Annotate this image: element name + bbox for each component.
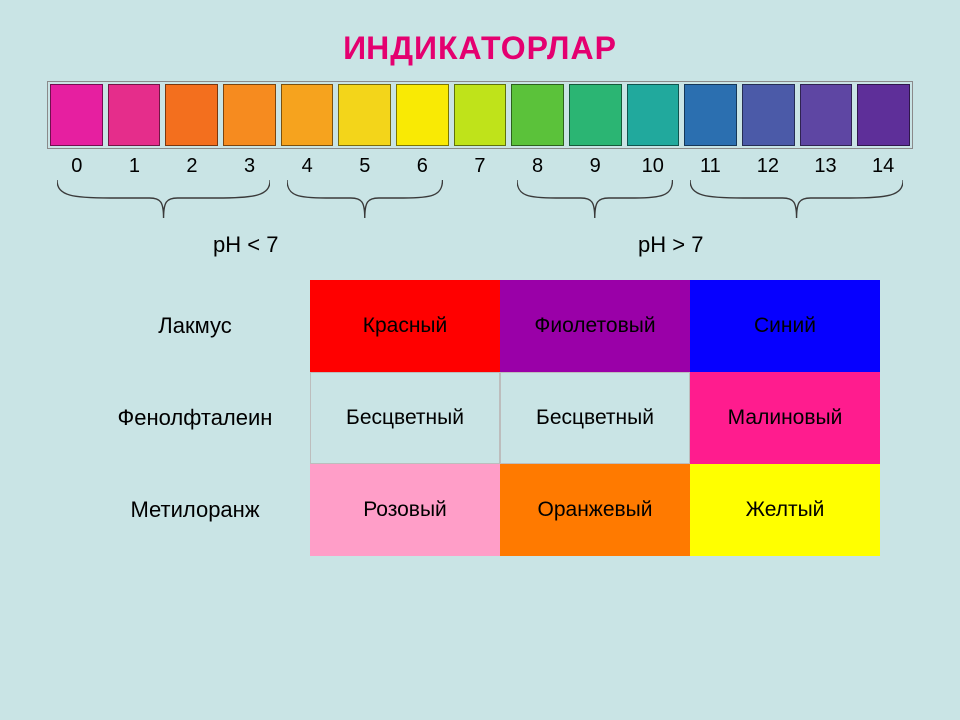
ph-number: 4 bbox=[278, 155, 336, 178]
indicator-cell: Фиолетовый bbox=[500, 280, 690, 372]
indicator-cell: Бесцветный bbox=[310, 372, 500, 464]
indicator-cell: Синий bbox=[690, 280, 880, 372]
ph-number: 2 bbox=[163, 155, 221, 178]
table-row: ФенолфталеинБесцветныйБесцветныйМалиновы… bbox=[80, 372, 880, 464]
ph-number: 9 bbox=[566, 155, 624, 178]
curly-brace bbox=[517, 178, 673, 224]
indicator-cell: Бесцветный bbox=[500, 372, 690, 464]
page-title: ИНДИКАТОРЛАР bbox=[0, 0, 960, 81]
ph-scale-numbers: 01234567891011121314 bbox=[48, 155, 912, 178]
ph-swatch bbox=[50, 84, 108, 146]
indicator-cell: Розовый bbox=[310, 464, 500, 556]
indicator-cell: Оранжевый bbox=[500, 464, 690, 556]
brace-row bbox=[48, 178, 912, 232]
range-label-base: pH > 7 bbox=[638, 232, 703, 258]
ph-number: 10 bbox=[624, 155, 682, 178]
ph-swatch bbox=[569, 84, 627, 146]
ph-swatch bbox=[742, 84, 800, 146]
ph-swatch bbox=[223, 84, 281, 146]
ph-number: 6 bbox=[394, 155, 452, 178]
ph-swatch bbox=[800, 84, 858, 146]
ph-number: 7 bbox=[451, 155, 509, 178]
indicator-cell: Красный bbox=[310, 280, 500, 372]
indicator-cell: Малиновый bbox=[690, 372, 880, 464]
ph-number: 11 bbox=[682, 155, 740, 178]
ph-swatch bbox=[396, 84, 454, 146]
table-row: ЛакмусКрасныйФиолетовыйСиний bbox=[80, 280, 880, 372]
ph-number: 5 bbox=[336, 155, 394, 178]
curly-brace bbox=[57, 178, 270, 224]
table-row: МетилоранжРозовыйОранжевыйЖелтый bbox=[80, 464, 880, 556]
ph-swatch bbox=[857, 84, 910, 146]
curly-brace bbox=[287, 178, 443, 224]
ph-swatch bbox=[108, 84, 166, 146]
indicator-table: ЛакмусКрасныйФиолетовыйСинийФенолфталеин… bbox=[80, 280, 880, 556]
ph-swatch bbox=[281, 84, 339, 146]
indicator-cell: Желтый bbox=[690, 464, 880, 556]
ph-number: 1 bbox=[106, 155, 164, 178]
ph-number: 8 bbox=[509, 155, 567, 178]
range-label-acid: pH < 7 bbox=[213, 232, 278, 258]
ph-swatch bbox=[511, 84, 569, 146]
ph-number: 12 bbox=[739, 155, 797, 178]
ph-number: 14 bbox=[854, 155, 912, 178]
curly-brace bbox=[690, 178, 903, 224]
ph-number: 0 bbox=[48, 155, 106, 178]
row-label: Фенолфталеин bbox=[80, 372, 310, 464]
ph-number: 3 bbox=[221, 155, 279, 178]
title-rest: НДИКАТОРЛАР bbox=[366, 30, 617, 66]
ph-color-scale bbox=[47, 81, 913, 149]
row-label: Метилоранж bbox=[80, 464, 310, 556]
ph-swatch bbox=[454, 84, 512, 146]
title-first-char: И bbox=[343, 30, 366, 66]
ph-swatch bbox=[165, 84, 223, 146]
ph-swatch bbox=[627, 84, 685, 146]
row-label: Лакмус bbox=[80, 280, 310, 372]
range-labels: pH < 7 pH > 7 bbox=[48, 232, 912, 262]
ph-swatch bbox=[684, 84, 742, 146]
ph-swatch bbox=[338, 84, 396, 146]
ph-number: 13 bbox=[797, 155, 855, 178]
